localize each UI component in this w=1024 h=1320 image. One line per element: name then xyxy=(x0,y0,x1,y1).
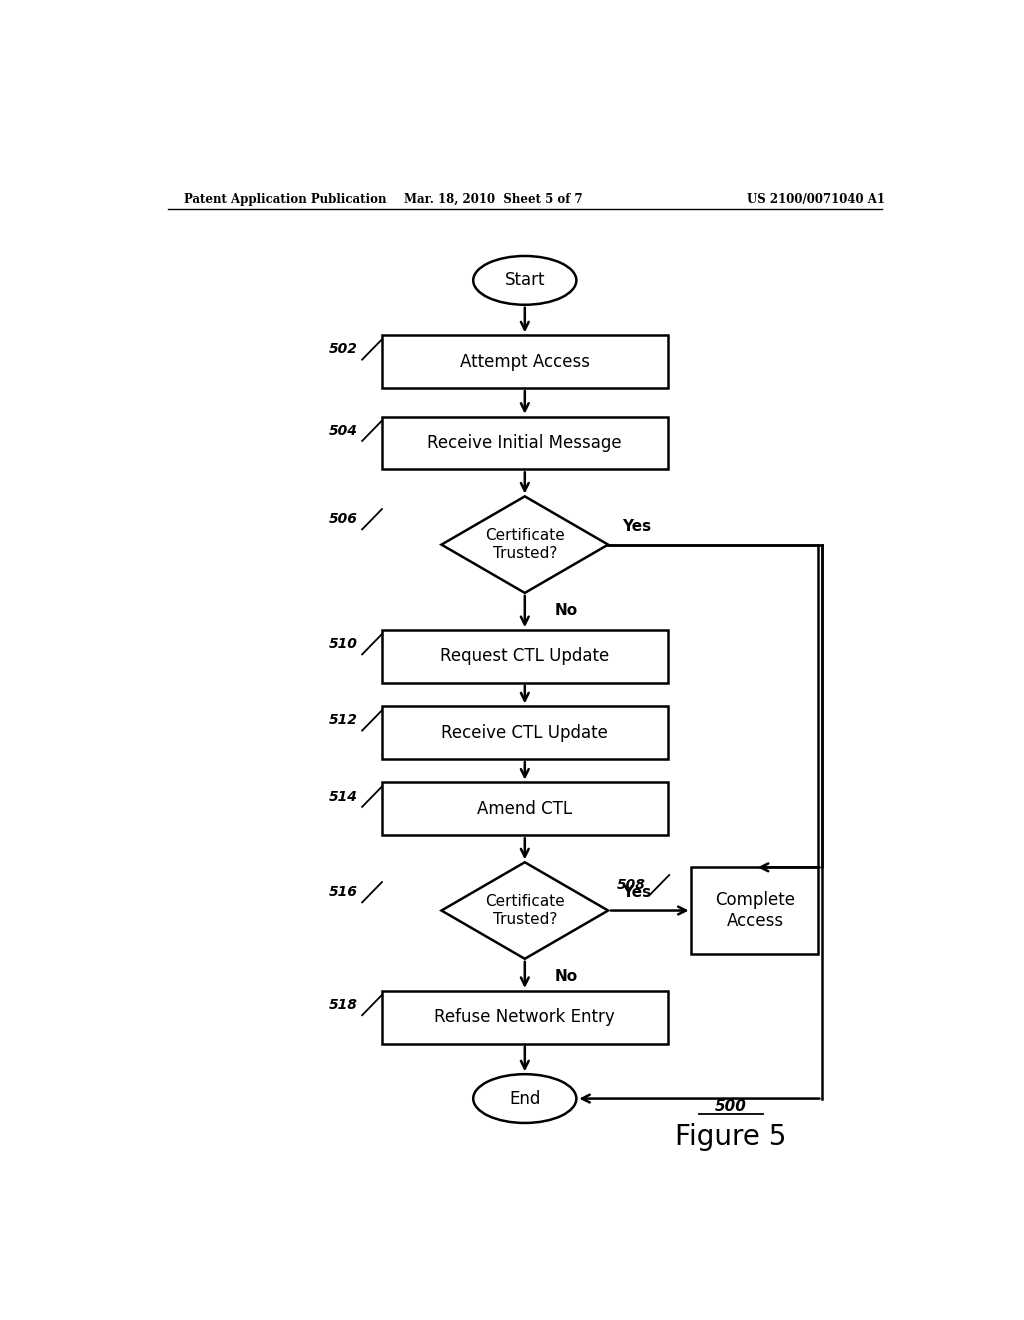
Text: 500: 500 xyxy=(715,1100,748,1114)
Bar xyxy=(691,867,818,954)
Text: 516: 516 xyxy=(330,886,358,899)
Text: Amend CTL: Amend CTL xyxy=(477,800,572,818)
Bar xyxy=(382,783,668,836)
Text: Figure 5: Figure 5 xyxy=(676,1123,786,1151)
Text: End: End xyxy=(509,1089,541,1107)
Text: 514: 514 xyxy=(330,789,358,804)
Text: 502: 502 xyxy=(330,342,358,356)
Text: Yes: Yes xyxy=(623,519,651,533)
Text: Complete
Access: Complete Access xyxy=(715,891,795,929)
Text: 504: 504 xyxy=(330,424,358,438)
Text: Yes: Yes xyxy=(623,884,651,900)
Text: Receive CTL Update: Receive CTL Update xyxy=(441,723,608,742)
Text: Attempt Access: Attempt Access xyxy=(460,352,590,371)
Text: 510: 510 xyxy=(330,638,358,651)
Text: Receive Initial Message: Receive Initial Message xyxy=(427,434,623,451)
Text: Mar. 18, 2010  Sheet 5 of 7: Mar. 18, 2010 Sheet 5 of 7 xyxy=(403,193,583,206)
Text: No: No xyxy=(555,603,579,618)
Text: Refuse Network Entry: Refuse Network Entry xyxy=(434,1008,615,1026)
Text: Certificate
Trusted?: Certificate Trusted? xyxy=(485,895,564,927)
Bar xyxy=(382,991,668,1044)
Text: Certificate
Trusted?: Certificate Trusted? xyxy=(485,528,564,561)
Text: 512: 512 xyxy=(330,714,358,727)
Text: 506: 506 xyxy=(330,512,358,527)
Bar xyxy=(382,630,668,682)
Text: 518: 518 xyxy=(330,998,358,1012)
Text: Request CTL Update: Request CTL Update xyxy=(440,647,609,665)
Text: Start: Start xyxy=(505,272,545,289)
Text: 508: 508 xyxy=(616,878,645,892)
Text: No: No xyxy=(555,969,579,983)
Bar xyxy=(382,335,668,388)
Text: Patent Application Publication: Patent Application Publication xyxy=(183,193,386,206)
Text: US 2100/0071040 A1: US 2100/0071040 A1 xyxy=(748,193,885,206)
Bar xyxy=(382,417,668,470)
Bar xyxy=(382,706,668,759)
